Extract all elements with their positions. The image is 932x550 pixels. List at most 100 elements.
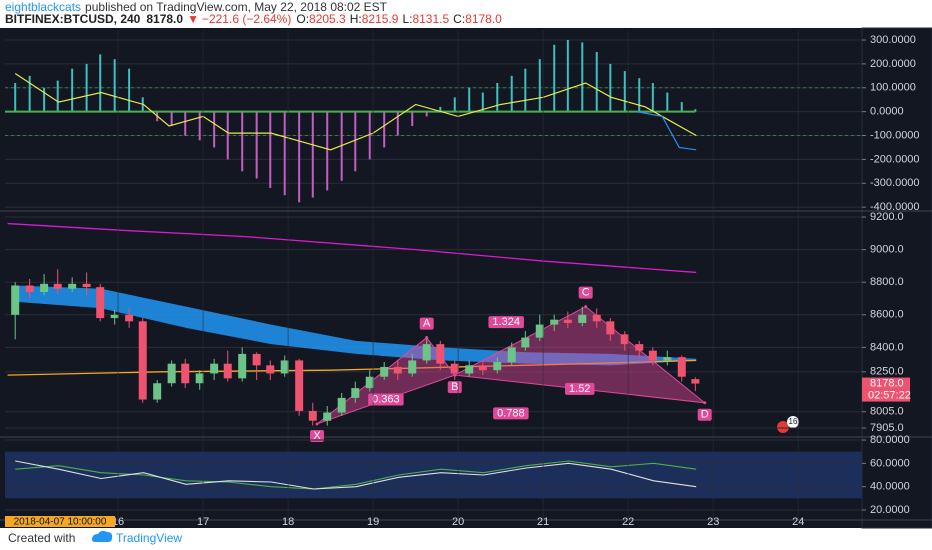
x-tick-label: 23 xyxy=(707,516,719,528)
candle-body xyxy=(465,365,474,374)
pattern-point xyxy=(425,336,429,340)
histogram-bar xyxy=(496,82,499,112)
histogram-bar xyxy=(213,111,216,148)
candle-body xyxy=(238,353,247,379)
y-tick-label: 100.0000 xyxy=(870,82,916,94)
ohlc-label: L: xyxy=(402,12,412,26)
x-tick-label: 16 xyxy=(112,516,124,528)
y-tick-label: 8800.0 xyxy=(870,276,904,288)
y-tick-label: 8005.0 xyxy=(870,406,904,418)
histogram-bar xyxy=(510,75,513,112)
histogram-bar xyxy=(623,71,626,112)
ratio-label: 1.52 xyxy=(569,383,590,395)
y-tick-label: 300.0000 xyxy=(870,34,916,46)
candle-body xyxy=(578,314,587,323)
candle-body xyxy=(521,337,530,348)
histogram-bar xyxy=(113,59,116,112)
histogram-bar xyxy=(468,87,471,112)
histogram-bar xyxy=(184,111,187,136)
point-box xyxy=(310,429,325,442)
candle-body xyxy=(153,383,162,400)
cursor-time-box xyxy=(5,516,115,527)
price-axis xyxy=(861,27,932,529)
histogram-bar xyxy=(453,97,456,112)
ratio-box xyxy=(488,316,524,329)
histogram-bar xyxy=(411,111,414,126)
candle-body xyxy=(535,324,544,338)
footer-text: Created with xyxy=(8,531,75,545)
histogram-bar xyxy=(269,111,272,189)
x-tick-label: 21 xyxy=(537,516,549,528)
histogram-bar xyxy=(298,111,301,203)
candle-body xyxy=(563,319,572,323)
badge-count: 16 xyxy=(789,417,798,426)
candle-body xyxy=(351,388,360,398)
x-tick-label: 17 xyxy=(197,516,209,528)
tradingview-logo xyxy=(92,530,113,542)
point-label: A xyxy=(423,318,431,330)
histogram-bar xyxy=(481,92,484,112)
ohlc-value: 8131.5 xyxy=(412,12,449,26)
candle-body xyxy=(408,360,417,374)
last-price-label: 8178.0 xyxy=(870,377,904,389)
countdown: 02:57:22 xyxy=(868,389,911,401)
candle-body xyxy=(11,285,20,315)
candle-body xyxy=(606,321,615,335)
histogram-bar xyxy=(383,111,386,148)
last-price: 8178.0 xyxy=(146,12,183,26)
y-tick-label: -100.0000 xyxy=(870,129,920,141)
candle-body xyxy=(337,397,346,413)
histogram-bar xyxy=(524,68,527,112)
histogram-bar xyxy=(283,111,286,196)
ohlc-label: H: xyxy=(350,12,362,26)
histogram-bar xyxy=(354,111,357,172)
badge-bubble xyxy=(787,416,799,428)
histogram-bar xyxy=(170,111,173,126)
y-tick-label: 200.0000 xyxy=(870,58,916,70)
candle-body xyxy=(550,319,559,325)
x-tick-label: 20 xyxy=(452,516,464,528)
histogram-bar xyxy=(71,68,74,112)
candle-body xyxy=(68,283,77,289)
candle-body xyxy=(422,344,431,361)
author: eightblackcats xyxy=(5,0,81,14)
candle-body xyxy=(210,363,219,374)
pattern-point xyxy=(703,401,707,405)
y-tick-label: 60.0000 xyxy=(870,457,910,469)
pattern-point xyxy=(584,305,588,309)
candle-body xyxy=(365,376,374,389)
countdown-box xyxy=(862,389,910,402)
histogram-bar xyxy=(241,111,244,172)
candle-body xyxy=(677,357,686,377)
histogram-bar xyxy=(666,92,669,112)
x-tick-label: 22 xyxy=(622,516,634,528)
histogram-bar xyxy=(368,111,371,160)
histogram-bar xyxy=(198,111,201,141)
x-tick-label: 18 xyxy=(282,516,294,528)
candle-body xyxy=(493,362,502,371)
candle-body xyxy=(478,365,487,371)
histogram-bar xyxy=(581,42,584,112)
point-box xyxy=(578,286,593,299)
ohlc-value: 8215.9 xyxy=(362,12,399,26)
histogram-bar xyxy=(553,44,556,112)
histogram-bar xyxy=(311,111,314,198)
rsi-band xyxy=(5,451,862,499)
indicator-line xyxy=(14,72,697,151)
histogram-bar xyxy=(14,82,17,112)
candle-body xyxy=(40,283,49,292)
histogram-bar xyxy=(226,111,229,160)
candle-body xyxy=(450,363,459,374)
candle-body xyxy=(436,344,445,364)
candle-body xyxy=(167,363,176,384)
histogram-bar xyxy=(396,111,399,136)
histogram-bar xyxy=(340,111,343,181)
histogram-bar xyxy=(43,87,46,112)
y-tick-label: -400.0000 xyxy=(870,201,920,213)
histogram-bar xyxy=(56,80,59,112)
histogram-bar xyxy=(128,68,131,112)
ratio-label: 1.324 xyxy=(492,316,520,328)
histogram-bar xyxy=(99,54,102,112)
